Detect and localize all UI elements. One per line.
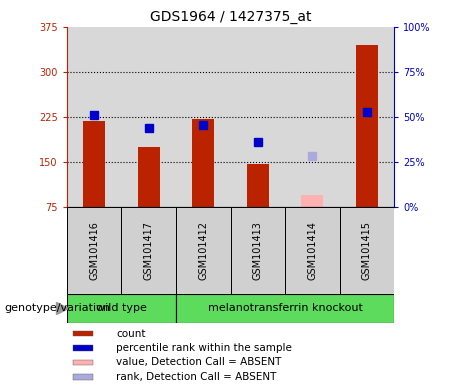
Bar [73, 345, 93, 351]
Bar [285, 27, 340, 207]
FancyBboxPatch shape [285, 207, 340, 294]
Text: value, Detection Call = ABSENT: value, Detection Call = ABSENT [116, 358, 281, 367]
FancyBboxPatch shape [230, 207, 285, 294]
FancyBboxPatch shape [67, 294, 176, 323]
Text: GSM101417: GSM101417 [144, 221, 154, 280]
Text: GSM101416: GSM101416 [89, 221, 99, 280]
Bar [67, 27, 121, 207]
Text: melanotransferrin knockout: melanotransferrin knockout [207, 303, 362, 313]
Bar [73, 359, 93, 365]
Text: count: count [116, 329, 145, 339]
Text: GSM101413: GSM101413 [253, 221, 263, 280]
Text: GSM101412: GSM101412 [198, 221, 208, 280]
Title: GDS1964 / 1427375_at: GDS1964 / 1427375_at [150, 10, 311, 25]
Bar [301, 195, 323, 207]
Text: rank, Detection Call = ABSENT: rank, Detection Call = ABSENT [116, 372, 276, 382]
Text: GSM101414: GSM101414 [307, 221, 317, 280]
Bar [83, 121, 105, 207]
FancyBboxPatch shape [340, 207, 394, 294]
Bar [73, 331, 93, 336]
Bar [340, 27, 394, 207]
Bar [230, 27, 285, 207]
Bar [356, 45, 378, 207]
Bar [73, 374, 93, 380]
Bar [121, 27, 176, 207]
FancyBboxPatch shape [67, 207, 121, 294]
FancyBboxPatch shape [176, 294, 394, 323]
FancyBboxPatch shape [121, 207, 176, 294]
Bar [138, 147, 160, 207]
Text: genotype/variation: genotype/variation [5, 303, 111, 313]
Bar [176, 27, 230, 207]
FancyBboxPatch shape [176, 207, 230, 294]
Bar [192, 119, 214, 207]
Text: GSM101415: GSM101415 [362, 221, 372, 280]
Text: wild type: wild type [96, 303, 147, 313]
Text: percentile rank within the sample: percentile rank within the sample [116, 343, 292, 353]
Bar [247, 164, 269, 207]
